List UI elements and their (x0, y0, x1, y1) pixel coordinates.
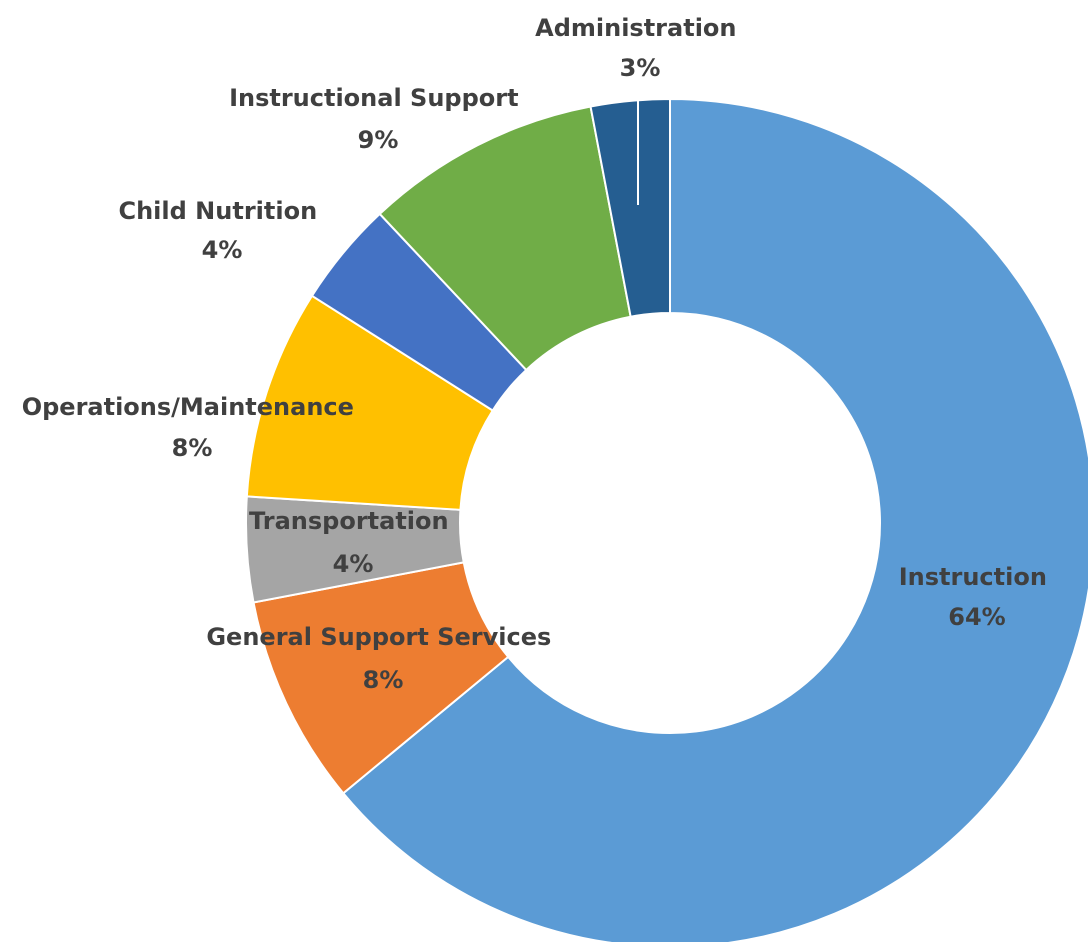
slice-labels: Instruction 64% General Support Services… (22, 14, 1056, 694)
label-instruction: Instruction 64% (899, 563, 1056, 631)
label-transportation: Transportation 4% (249, 507, 457, 578)
label-child-nutrition: Child Nutrition 4% (118, 197, 325, 264)
slice-administration (589, 97, 671, 318)
slice-instruction (341, 97, 1088, 942)
donut-slices (245, 97, 1088, 942)
label-operations-maintenance: Operations/Maintenance 8% (22, 393, 363, 462)
label-administration: Administration 3% (535, 14, 745, 82)
label-instructional-support: Instructional Support 9% (229, 84, 527, 154)
label-general-support-services: General Support Services 8% (206, 623, 559, 694)
